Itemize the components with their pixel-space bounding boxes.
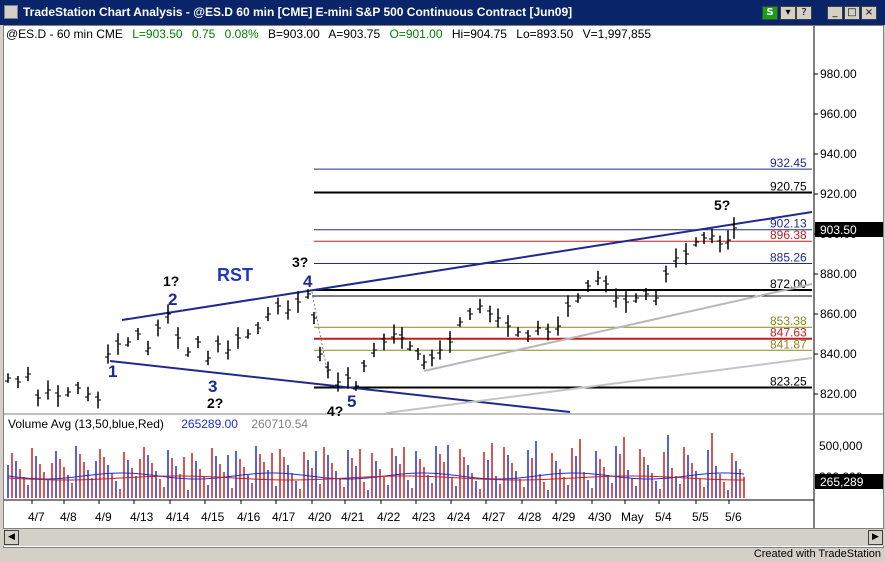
window-title: TradeStation Chart Analysis - @ES.D 60 m…: [23, 5, 573, 19]
close-button[interactable]: ×: [861, 6, 877, 20]
wave-label-5: 5: [347, 392, 356, 411]
header-pct-change: 0.08%: [225, 27, 259, 41]
time-axis: 4/7 4/8 4/9 4/13 4/14 4/15 4/16 4/17 4/20 4/21 4/2…: [28, 500, 742, 524]
time-axis-label: 4/16: [237, 510, 261, 524]
header-last: L=903.50: [132, 27, 183, 41]
volume-avg-fast-line: [7, 472, 745, 480]
chart-window: @ES.D - 60 min CME L=903.50 0.75 0.08% B…: [3, 25, 884, 548]
wave-label-4: 4: [303, 272, 313, 291]
time-axis-label: 4/8: [60, 510, 77, 524]
dropdown-arrow-button[interactable]: ▾: [780, 6, 796, 20]
header-open: O=901.00: [389, 27, 442, 41]
volume-axis-500k: 500,000: [819, 439, 863, 453]
volume-indicator-label: Volume Avg (13,50,blue,Red): [8, 417, 164, 431]
retracement-level-label: 823.25: [770, 375, 807, 389]
price-axis-label: 880.00: [820, 267, 857, 281]
time-axis-label: 4/13: [130, 510, 154, 524]
dotted-connector: [311, 291, 329, 377]
retracement-level-label: 920.75: [770, 180, 807, 194]
horizontal-scrollbar[interactable]: ◀ ▶: [3, 528, 884, 546]
time-axis-label: 4/21: [341, 510, 365, 524]
time-axis-label: 4/20: [308, 510, 332, 524]
volume-bars: [7, 433, 745, 498]
price-axis-label: 840.00: [820, 347, 857, 361]
price-axis-label: 920.00: [820, 187, 857, 201]
header-symbol: @ES.D - 60 min CME: [6, 27, 123, 41]
time-axis-label: 5/4: [655, 510, 672, 524]
header-change: 0.75: [192, 27, 216, 41]
wave-labels: 1 1? 2 3 2? RST 3? 4 4? 5 5?: [108, 197, 730, 419]
header-bid: B=903.00: [268, 27, 320, 41]
current-price-tag: [815, 222, 883, 237]
retracement-level-labels: 932.45920.75902.13896.38885.26872.00853.…: [770, 156, 807, 388]
volume-current-tag: [815, 474, 883, 489]
header-ask: A=903.75: [328, 27, 380, 41]
gray-trendline-lower: [385, 357, 813, 414]
time-axis-label: 4/27: [482, 510, 506, 524]
retracement-level-label: 847.63: [770, 326, 807, 340]
maximize-button[interactable]: □: [844, 6, 860, 20]
scroll-right-arrow-icon[interactable]: ▶: [868, 530, 883, 545]
volume-avg-slow-line: [7, 475, 745, 481]
volume-current-text: 265,289: [820, 475, 864, 489]
app-icon: [4, 5, 18, 19]
time-axis-label: May: [621, 510, 644, 524]
volume-value-2: 260710.54: [251, 417, 308, 431]
price-bars: [5, 217, 737, 409]
retracement-level-label: 902.13: [770, 217, 807, 231]
retracement-level-label: 896.38: [770, 228, 807, 242]
retracement-level-label: 853.38: [770, 314, 807, 328]
credit-text: Created with TradeStation: [753, 548, 881, 560]
wave-label-1q: 1?: [163, 273, 179, 289]
wave-label-3q: 3?: [292, 254, 308, 270]
svg-text:@ES.D - 60 min CME L=903.: @ES.D - 60 min CME L=903.50 0.75 0.08% B…: [6, 27, 651, 41]
scroll-left-arrow-icon[interactable]: ◀: [4, 530, 19, 545]
volume-value-1: 265289.00: [181, 417, 238, 431]
retracement-level-label: 841.87: [770, 337, 807, 351]
wave-label-2q: 2?: [207, 395, 223, 411]
time-axis-label: 4/29: [552, 510, 576, 524]
wave-label-1: 1: [108, 362, 117, 381]
gray-trendline-upper: [423, 283, 813, 372]
help-button[interactable]: ?: [796, 6, 812, 20]
retracement-levels: [314, 168, 812, 389]
time-axis-label: 4/17: [272, 510, 296, 524]
retracement-level-label: 885.26: [770, 250, 807, 264]
time-axis-label: 5/6: [725, 510, 742, 524]
time-axis-label: 5/5: [692, 510, 709, 524]
svg-text:Volume Avg (13,50,blue,Red): Volume Avg (13,50,blue,Red) 265289.00 26…: [8, 417, 308, 431]
header-low: Lo=893.50: [516, 27, 573, 41]
trendlines: [109, 211, 813, 414]
current-price-text: 903.50: [820, 223, 857, 237]
time-axis-label: 4/24: [447, 510, 471, 524]
wave-label-5q: 5?: [714, 197, 730, 213]
time-axis-label: 4/30: [588, 510, 612, 524]
rst-label: RST: [217, 265, 253, 285]
wave-label-3: 3: [208, 377, 217, 396]
lower-channel-line: [109, 360, 571, 413]
time-axis-label: 4/28: [518, 510, 542, 524]
price-axis: 980.00960.00940.00920.00900.00880.00860.…: [814, 67, 857, 401]
upper-channel-line: [121, 211, 813, 321]
time-axis-label: 4/14: [166, 510, 190, 524]
strategy-button[interactable]: S: [762, 6, 778, 20]
price-axis-label: 980.00: [820, 67, 857, 81]
chart-canvas[interactable]: @ES.D - 60 min CME L=903.50 0.75 0.08% B…: [4, 26, 883, 530]
header-volume: V=1,997,855: [583, 27, 652, 41]
time-axis-label: 4/7: [28, 510, 45, 524]
price-axis-label: 940.00: [820, 147, 857, 161]
title-bar: TradeStation Chart Analysis - @ES.D 60 m…: [0, 0, 885, 25]
retracement-level-label: 932.45: [770, 156, 807, 170]
price-axis-label: 960.00: [820, 107, 857, 121]
header-high: Hi=904.75: [452, 27, 507, 41]
wave-label-4q: 4?: [327, 403, 343, 419]
price-axis-label: 860.00: [820, 307, 857, 321]
time-axis-label: 4/22: [377, 510, 401, 524]
time-axis-label: 4/9: [95, 510, 112, 524]
price-axis-label: 820.00: [820, 387, 857, 401]
time-axis-label: 4/23: [412, 510, 436, 524]
wave-label-2: 2: [168, 290, 177, 309]
minimize-button[interactable]: _: [827, 6, 843, 20]
time-axis-label: 4/15: [201, 510, 225, 524]
